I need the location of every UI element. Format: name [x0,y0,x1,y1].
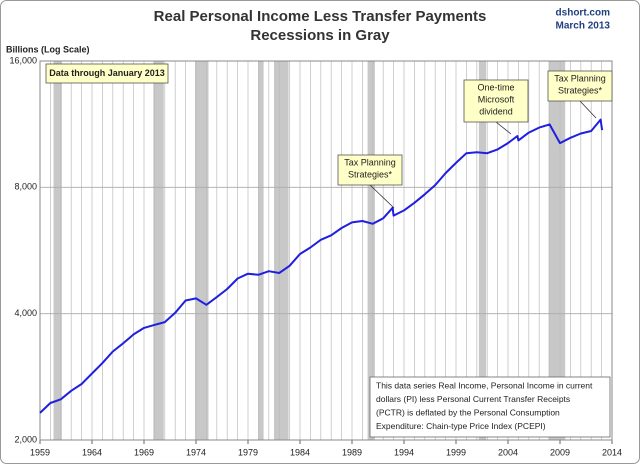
note-text: Expenditure: Chain-type Price Index (PCE… [376,421,546,431]
x-tick-label: 1994 [394,447,414,457]
note-text: dollars (PI) less Personal Current Trans… [376,394,570,404]
chart-subtitle: Recessions in Gray [250,27,390,44]
recession-band [53,61,62,440]
x-tick-label: 1974 [186,447,206,457]
recession-band [367,61,375,440]
callout-text: Data through January 2013 [49,68,165,78]
callout-text: Strategies* [348,169,393,179]
callout-pointer [369,184,395,209]
chart-title: Real Personal Income Less Transfer Payme… [154,8,487,25]
x-tick-label: 2004 [498,447,518,457]
y-tick-label: 8,000 [14,182,37,192]
callout-text: Tax Planning [344,157,396,167]
recession-band [274,61,289,440]
y-tick-label: 16,000 [9,55,37,65]
x-tick-label: 1979 [238,447,258,457]
x-tick-label: 1959 [30,447,50,457]
x-tick-label: 1964 [82,447,102,457]
callout-text: Tax Planning [554,73,606,83]
callout-text: Microsoft [478,94,515,104]
y-tick-label: 4,000 [14,308,37,318]
callout-box [337,154,403,186]
y-axis-label: Billions (Log Scale) [6,44,90,54]
x-tick-label: 1984 [290,447,310,457]
callout-box [45,63,169,84]
x-tick-label: 1999 [446,447,466,457]
callout-box [547,70,613,102]
source: dshort.com [556,8,611,19]
data-line [39,118,604,414]
y-tick-label: 2,000 [14,434,37,444]
note-text: This data series Real Income, Personal I… [376,380,593,390]
recession-band [478,61,487,440]
x-tick-label: 1989 [342,447,362,457]
x-tick-label: 1969 [134,447,154,457]
note-box [369,376,611,438]
x-tick-label: 2014 [602,447,622,457]
note-text: (PCTR) is deflated by the Personal Consu… [376,407,560,417]
callout-pointer [495,121,512,135]
callout-text: Strategies* [558,85,603,95]
callout-box [463,79,529,123]
recession-band [548,61,566,440]
recession-band [153,61,164,440]
callout-text: dividend [479,106,513,116]
callout-pointer [579,100,597,119]
plot-border [39,60,613,441]
callout-text: One-time [477,82,514,92]
date: March 2013 [556,21,611,32]
recession-band [258,61,264,440]
x-tick-label: 2009 [550,447,570,457]
recession-band [194,61,209,440]
